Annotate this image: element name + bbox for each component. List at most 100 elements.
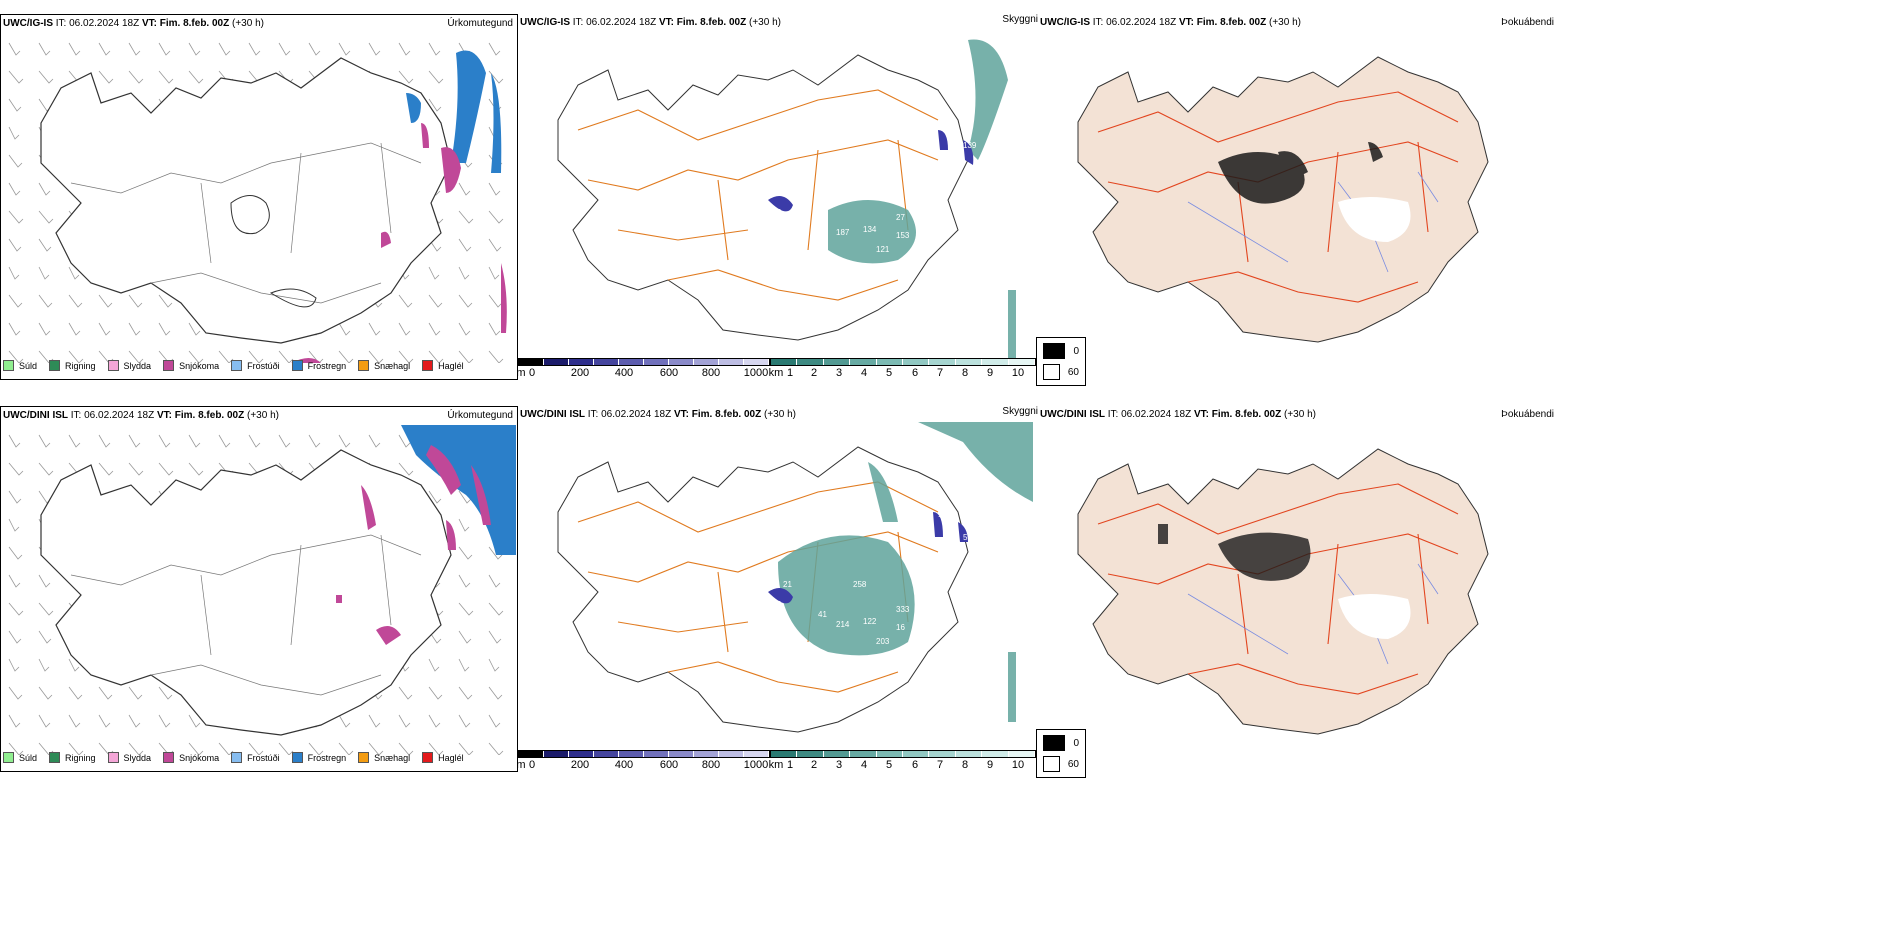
legend-item: Slydda bbox=[107, 360, 151, 371]
wind-barb bbox=[248, 350, 264, 363]
wind-barb bbox=[338, 434, 351, 448]
wind-barb bbox=[38, 686, 53, 700]
panel-header: UWC/IG-IS IT: 06.02.2024 18Z VT: Fim. 8.… bbox=[1040, 17, 1301, 28]
wind-barb bbox=[458, 518, 470, 532]
legend-item: Frostúði bbox=[231, 360, 280, 371]
wind-barb bbox=[158, 322, 171, 336]
wind-barb bbox=[188, 714, 201, 728]
unit-label: km bbox=[768, 367, 784, 379]
tick-label: 4 bbox=[860, 759, 868, 771]
fog-dense-area bbox=[1158, 524, 1311, 581]
wind-barb bbox=[8, 546, 23, 560]
tick-label: 3 bbox=[835, 759, 843, 771]
wind-barb bbox=[8, 574, 21, 588]
legend-swatch bbox=[291, 360, 303, 371]
wind-barb bbox=[8, 238, 22, 252]
precip-legend: Súld Rigning Slydda Snjókoma Frostúði Fr… bbox=[3, 360, 464, 371]
lead-time: (+30 h) bbox=[232, 18, 264, 29]
wind-barb bbox=[488, 294, 503, 308]
tick-label: 600 bbox=[659, 367, 679, 379]
ceiling-label: 121 bbox=[876, 245, 890, 254]
wind-barb bbox=[38, 630, 52, 644]
tick-label: 400 bbox=[614, 759, 634, 771]
legend-item: Snæhagl bbox=[358, 752, 410, 763]
tick-label: 9 bbox=[986, 367, 994, 379]
wind-barb bbox=[68, 350, 84, 363]
wind-barb bbox=[428, 266, 440, 280]
legend-item: Rigning bbox=[49, 360, 96, 371]
wind-barb bbox=[98, 294, 113, 308]
wind-barb bbox=[428, 686, 443, 700]
iceland-map bbox=[1077, 56, 1489, 343]
tick-label: 2 bbox=[810, 367, 818, 379]
legend-item: Frostregn bbox=[291, 360, 346, 371]
ceiling-label: 122 bbox=[863, 617, 877, 626]
wind-barb bbox=[458, 294, 473, 308]
wind-barb bbox=[188, 462, 204, 476]
ceiling-label: 139 bbox=[963, 141, 977, 150]
glacier-outline bbox=[230, 195, 317, 308]
ceiling-label: 95 bbox=[818, 218, 827, 227]
ceiling-label: 21 bbox=[783, 580, 792, 589]
wind-barb bbox=[68, 294, 83, 308]
visibility-colorbar-bottom: km 1 2 3 4 5 6 7 8 9 10 bbox=[769, 750, 1036, 772]
wind-barb bbox=[188, 70, 204, 84]
it-label: IT: bbox=[55, 18, 67, 29]
wind-barb bbox=[488, 266, 500, 280]
vt-label: VT: bbox=[141, 18, 157, 29]
wind-barb bbox=[458, 182, 471, 196]
wind-barb bbox=[428, 70, 444, 84]
panel-header: UWC/DINI ISL IT: 06.02.2024 18Z VT: Fim.… bbox=[3, 410, 279, 421]
wind-barb bbox=[8, 742, 24, 755]
tick-label: 2 bbox=[810, 759, 818, 771]
wind-barb bbox=[128, 70, 144, 84]
legend-swatch bbox=[231, 360, 243, 371]
wind-barb bbox=[308, 42, 321, 56]
wind-barb bbox=[338, 714, 351, 728]
wind-barb bbox=[398, 686, 413, 700]
wind-barb bbox=[458, 350, 474, 363]
wind-barb bbox=[68, 42, 81, 56]
ceiling-label: 134 bbox=[863, 225, 877, 234]
visibility-ticks: km 1 2 3 4 5 6 7 8 9 10 bbox=[768, 366, 1036, 380]
wind-barb bbox=[38, 266, 50, 280]
low-ceiling-area bbox=[768, 512, 968, 604]
iceland-map bbox=[1077, 448, 1489, 735]
wind-barb bbox=[38, 70, 54, 84]
wind-barb bbox=[8, 42, 21, 56]
wind-barb bbox=[68, 742, 84, 755]
tick-label: 1000 bbox=[743, 367, 769, 379]
wind-barb bbox=[248, 434, 261, 448]
wind-barb bbox=[398, 70, 414, 84]
ceiling-label: 333 bbox=[896, 605, 910, 614]
iceland-map: 31 139 151 133 163 95 187 134 27 153 121 bbox=[557, 39, 1016, 360]
wind-barb bbox=[428, 490, 442, 504]
tick-label: 9 bbox=[986, 759, 994, 771]
ceiling-label: 187 bbox=[836, 228, 850, 237]
panel-type-label: Úrkomutegund bbox=[447, 410, 513, 421]
ceiling-labels: 116 55 21 258 226 41 214 122 333 16 203 167 bbox=[758, 510, 972, 646]
wind-barb bbox=[458, 602, 474, 616]
wind-barb bbox=[38, 322, 51, 336]
wind-barb bbox=[368, 350, 384, 363]
fog-scale-bottom: 0 60 bbox=[1036, 729, 1086, 778]
cloud-panel-bottom: UWC/DINI ISL IT: 06.02.2024 18Z VT: Fim.… bbox=[518, 406, 1038, 772]
ceiling-label: 55 bbox=[963, 533, 972, 542]
wind-barb bbox=[488, 658, 500, 672]
ceiling-label: 27 bbox=[896, 213, 905, 222]
fog-light-area bbox=[1338, 594, 1411, 639]
tick-label: 0 bbox=[528, 367, 536, 379]
wind-barb bbox=[8, 686, 23, 700]
wind-barb bbox=[8, 266, 20, 280]
road-network bbox=[70, 534, 422, 696]
wind-barb bbox=[458, 210, 474, 224]
wind-barb bbox=[458, 686, 473, 700]
wind-barb bbox=[98, 462, 114, 476]
wind-barb bbox=[488, 70, 504, 84]
wind-barb bbox=[98, 70, 114, 84]
panel-header: UWC/IG-IS IT: 06.02.2024 18Z VT: Fim. 8.… bbox=[3, 18, 264, 29]
legend-swatch bbox=[422, 360, 434, 371]
wind-barb bbox=[188, 322, 201, 336]
wind-barb bbox=[8, 630, 22, 644]
wind-barb bbox=[8, 462, 24, 476]
